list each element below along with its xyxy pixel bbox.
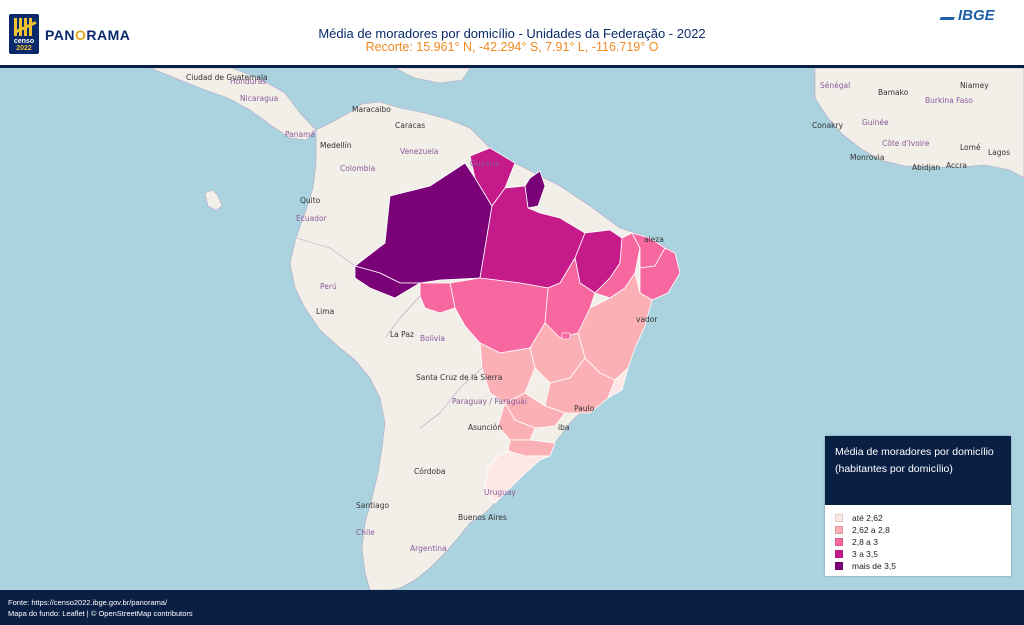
label-honduras: Honduras	[230, 77, 266, 86]
label-uruguay: Uruguay	[484, 488, 516, 497]
label-cote-divoire: Côte d'Ivoire	[882, 139, 930, 148]
footer: Fonte: https://censo2022.ibge.gov.br/pan…	[0, 590, 1024, 625]
label-salvador-partial: vador	[636, 315, 658, 324]
label-ciudad: Ciudad de Guatemala	[186, 73, 268, 82]
panorama-logo: PANORAMA	[45, 27, 131, 43]
legend-swatch-4	[835, 550, 843, 558]
label-bamako: Bamako	[878, 88, 909, 97]
state-distrito-federal[interactable]	[561, 332, 571, 340]
label-conakry: Conakry	[812, 121, 844, 130]
land-caribbean	[394, 68, 471, 84]
label-santiago: Santiago	[356, 501, 389, 510]
label-guyana: Guyana	[470, 159, 499, 168]
land-africa	[814, 68, 1024, 179]
label-medellin: Medellín	[320, 141, 352, 150]
label-paraguay: Paraguay / Paraguái	[452, 397, 527, 406]
censo-logo: censo 2022	[9, 14, 39, 54]
label-nicaragua: Nicaragua	[240, 94, 278, 103]
ibge-logo: IBGE	[939, 7, 995, 24]
label-guinee: Guinée	[862, 118, 889, 127]
label-niamey: Niamey	[960, 81, 989, 90]
page-title: Média de moradores por domicílio - Unida…	[318, 26, 706, 41]
border-paraguay	[419, 367, 483, 429]
legend-swatch-3	[835, 538, 843, 546]
land-galapagos	[204, 189, 223, 211]
map-canvas: Ciudad de Guatemala Maracaibo Caracas Me…	[0, 68, 1024, 590]
border-bolivia	[384, 295, 421, 339]
label-lima: Lima	[316, 307, 334, 316]
state-acre[interactable]	[354, 265, 422, 299]
label-quito: Quito	[300, 196, 321, 205]
label-argentina: Argentina	[410, 544, 447, 553]
header: censo 2022 PANORAMA Média de moradores p…	[0, 0, 1024, 68]
label-lagos: Lagos	[988, 148, 1010, 157]
label-panama: Panamá	[285, 130, 315, 139]
legend-title: Média de moradores por domicílio (habita…	[825, 436, 1011, 505]
label-asuncion: Asunción	[468, 423, 502, 432]
label-colombia: Colombia	[340, 164, 375, 173]
label-santa-cruz: Santa Cruz de la Sierra	[416, 373, 502, 382]
state-rio-grande-do-sul[interactable]	[484, 450, 551, 504]
label-la-paz: La Paz	[390, 330, 414, 339]
state-rondonia[interactable]	[419, 282, 456, 314]
footer-basemap: Mapa do fundo: Leaflet | © OpenStreetMap…	[8, 609, 193, 618]
label-ecuador: Ecuador	[296, 214, 328, 223]
border-peru	[295, 237, 356, 267]
brazil-states	[354, 147, 681, 504]
label-curitiba-partial: iba	[558, 423, 569, 432]
legend-swatch-5	[835, 562, 843, 570]
map-legend: Média de moradores por domicílio (habita…	[825, 436, 1011, 576]
state-espirito-santo[interactable]	[607, 366, 629, 399]
legend-swatch-1	[835, 514, 843, 522]
country-labels: Honduras Nicaragua Panamá Venezuela Colo…	[230, 77, 973, 553]
label-chile: Chile	[356, 528, 375, 537]
label-senegal: Sénégal	[820, 81, 850, 90]
map-viewport[interactable]: Ciudad de Guatemala Maracaibo Caracas Me…	[0, 68, 1024, 590]
label-abidjan: Abidjan	[912, 163, 940, 172]
label-accra: Accra	[946, 161, 967, 170]
footer-source: Fonte: https://censo2022.ibge.gov.br/pan…	[8, 598, 168, 607]
label-peru: Perú	[320, 282, 337, 291]
label-buenos-aires: Buenos Aires	[458, 513, 507, 522]
label-sao-paulo-partial: Paulo	[574, 404, 595, 413]
label-venezuela: Venezuela	[400, 147, 439, 156]
legend-swatch-2	[835, 526, 843, 534]
label-maracaibo: Maracaibo	[352, 105, 391, 114]
page-subtitle: Recorte: 15.961° N, -42.294° S, 7.91° L,…	[365, 40, 659, 54]
label-bolivia: Bolivia	[420, 334, 445, 343]
place-labels: Ciudad de Guatemala Maracaibo Caracas Me…	[186, 73, 1010, 522]
label-lome: Lomé	[960, 143, 981, 152]
label-burkina-faso: Burkina Faso	[925, 96, 973, 105]
label-monrovia: Monrovia	[850, 153, 884, 162]
label-caracas: Caracas	[395, 121, 425, 130]
land-central-america	[149, 68, 317, 141]
partial-labels: aleza vador Paulo iba	[558, 235, 664, 432]
label-cordoba: Córdoba	[414, 467, 445, 476]
label-fortaleza-partial: aleza	[644, 235, 664, 244]
